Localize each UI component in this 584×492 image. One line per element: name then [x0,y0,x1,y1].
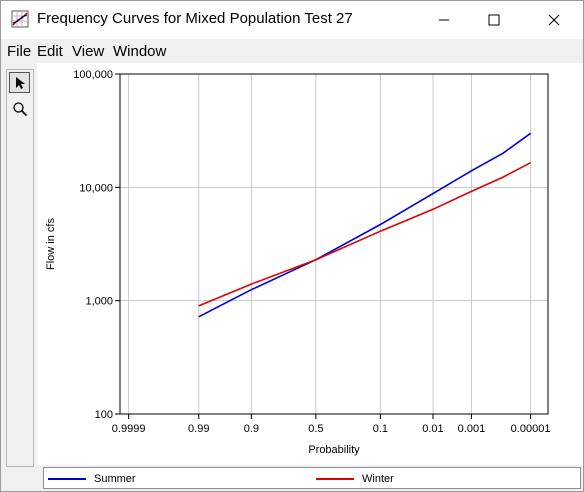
menu-edit[interactable]: Edit [37,43,63,60]
legend-label-winter: Winter [362,473,394,485]
x-tick-label: 0.99 [188,423,209,435]
chart-legend: Summer Winter [43,467,581,489]
series-line-summer [198,132,532,318]
x-tick-layer: 0.9999 0.99 0.9 0.5 0.1 0.01 0.001 0.00001 [112,414,551,435]
grid-layer [120,73,548,415]
zoom-tool-button[interactable] [9,98,30,119]
y-tick-label: 100 [95,409,113,421]
title-bar: Frequency Curves for Mixed Population Te… [1,1,583,39]
menu-file[interactable]: File [7,43,32,60]
chart-app-icon [11,10,29,28]
y-tick-label: 1,000 [85,296,113,308]
frequency-chart: 0.9999 0.99 0.9 0.5 0.1 0.01 0.001 0.00001 1001… [45,69,551,456]
series-line-winter [198,161,531,307]
legend-item-winter: Winter [316,471,394,487]
x-tick-label: 0.00001 [511,423,551,435]
x-tick-label: 0.001 [458,423,486,435]
maximize-button[interactable] [471,1,517,39]
select-tool-button[interactable] [9,72,30,93]
x-tick-label: 0.1 [373,423,388,435]
minimize-button[interactable] [421,1,467,39]
x-tick-label: 0.01 [422,423,443,435]
legend-swatch-winter [316,478,354,480]
legend-item-summer: Summer [48,471,136,487]
x-tick-label: 0.9999 [112,423,146,435]
zoom-magnifier-icon [12,101,27,116]
plot-frame [119,73,549,415]
y-tick-layer: 100 1,000 10,000 100,000 [73,69,120,421]
legend-label-summer: Summer [94,473,136,485]
close-icon [548,14,560,26]
window-title: Frequency Curves for Mixed Population Te… [37,10,353,27]
chart-toolbar [6,69,34,467]
menu-window[interactable]: Window [113,43,167,60]
legend-swatch-summer [48,478,86,480]
x-axis-label: Probability [308,444,360,456]
maximize-icon [488,14,500,26]
y-tick-label: 10,000 [79,182,113,194]
close-button[interactable] [531,1,577,39]
plot-panel: 0.9999 0.99 0.9 0.5 0.1 0.01 0.001 0.00001 100 1… [37,63,583,465]
menu-bar: File Edit View Window [1,41,583,63]
series-layer [198,132,532,318]
y-axis-label: Flow in cfs [45,218,57,270]
x-tick-label: 0.5 [308,423,323,435]
x-tick-label: 0.9 [244,423,259,435]
y-tick-label: 100,000 [73,69,113,81]
select-arrow-icon [15,76,25,89]
menu-view[interactable]: View [72,43,105,60]
minimize-icon [439,19,449,21]
